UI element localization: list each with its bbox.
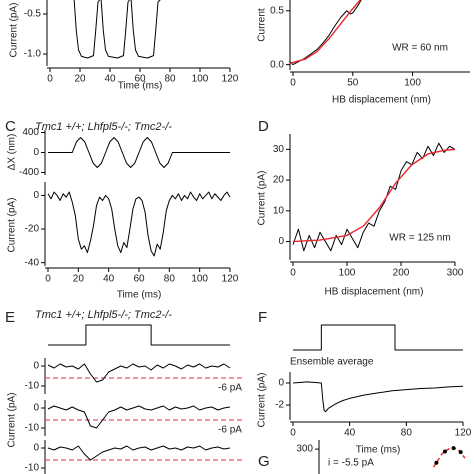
data-point: [442, 449, 447, 454]
y-tick-label: 0: [33, 403, 39, 414]
x-tick-label: 80: [401, 428, 413, 439]
y-tick-label: 300: [296, 444, 313, 455]
trace: [47, 191, 231, 257]
y-tick-label: -400: [19, 167, 39, 178]
trace: [47, 363, 231, 383]
trace: [292, 148, 456, 243]
trace: [292, 381, 464, 413]
y-tick-label: 10: [273, 205, 285, 216]
y-axis-label: Current (pA): [7, 392, 18, 447]
annotation: WR = 125 nm: [389, 233, 450, 244]
x-tick-label: 40: [104, 74, 116, 85]
y-tick-label: 0: [33, 190, 39, 201]
y-axis-label: Current (pA): [257, 170, 268, 225]
panel-label: D: [258, 118, 269, 135]
x-tick-label: 20: [73, 274, 85, 285]
panel-title: Tmc1 +/+; Lhfpl5-/-; Tmc2-/-: [35, 121, 172, 133]
y-tick-label: 0: [33, 443, 39, 454]
x-tick-label: 40: [344, 428, 356, 439]
y-axis-label: Current (pA): [7, 197, 18, 252]
x-tick-label: 120: [455, 428, 472, 439]
x-tick-label: 100: [191, 274, 208, 285]
data-point: [451, 446, 456, 451]
x-tick-label: 80: [164, 274, 176, 285]
x-tick-label: 40: [103, 274, 115, 285]
panel-label: C: [5, 118, 16, 135]
trace: [47, 405, 231, 429]
x-tick-label: 0: [47, 74, 53, 85]
y-tick-label: -10: [25, 381, 40, 392]
x-axis-label: HB displacement (nm): [325, 287, 424, 298]
y-tick-label: -20: [25, 224, 40, 235]
y-tick-label: 0: [33, 361, 39, 372]
x-axis-label: HB displacement (nm): [332, 95, 431, 106]
y-tick-label: -10: [25, 423, 40, 434]
trace: [292, 142, 456, 252]
y-tick-label: 0: [33, 147, 39, 158]
x-axis-label: Time (ms): [356, 445, 401, 456]
x-tick-label: 300: [447, 268, 464, 279]
trace: [48, 324, 230, 346]
x-tick-label: 0: [290, 428, 296, 439]
x-tick-label: 0: [290, 268, 296, 279]
x-tick-label: 100: [404, 78, 421, 89]
panel-label: G: [258, 453, 270, 470]
x-tick-label: 200: [393, 268, 410, 279]
y-tick-label: -1.0: [24, 49, 42, 60]
x-tick-label: 0: [45, 274, 51, 285]
x-tick-label: 60: [134, 74, 146, 85]
annotation: WR = 60 nm: [392, 43, 448, 54]
annotation: i = -5.5 pA: [328, 458, 374, 469]
x-tick-label: 100: [192, 74, 209, 85]
x-tick-label: 120: [222, 274, 239, 285]
trace: [289, 0, 362, 65]
y-axis-label: ΔX (nm): [7, 134, 18, 171]
y-tick-label: 400: [22, 127, 39, 138]
x-tick-label: 60: [133, 274, 145, 285]
y-tick-label: 0.0: [270, 59, 284, 70]
x-tick-label: 80: [164, 74, 176, 85]
x-tick-label: 100: [339, 268, 356, 279]
y-tick-label: 30: [273, 144, 285, 155]
y-tick-label: 0: [278, 378, 284, 389]
x-tick-label: 50: [347, 78, 359, 89]
data-point: [458, 450, 463, 455]
trace: [48, 137, 230, 168]
trace: [47, 445, 231, 461]
y-tick-label: 0.5: [270, 5, 284, 16]
y-tick-label: -10: [25, 463, 40, 474]
y-tick-label: 20: [273, 175, 285, 186]
x-tick-label: 20: [74, 74, 86, 85]
y-axis-label: Current: [257, 8, 268, 42]
y-tick-label: -0.5: [24, 9, 42, 20]
annotation: Ensemble average: [290, 357, 374, 368]
panel-title: Tmc1 +/+; Lhfpl5-/-; Tmc2-/-: [35, 309, 172, 321]
panel-label: E: [5, 309, 15, 326]
x-tick-label: 120: [222, 74, 239, 85]
reference-label: -6 pA: [218, 383, 242, 394]
data-point: [434, 460, 439, 465]
trace: [73, 0, 161, 59]
x-axis-label: Time (ms): [117, 290, 162, 301]
reference-label: -6 pA: [218, 425, 242, 436]
y-tick-label: -40: [25, 257, 40, 268]
y-axis-label: Current (pA): [257, 372, 268, 427]
x-tick-label: 0: [290, 78, 296, 89]
trace: [293, 324, 463, 351]
x-axis-label: Time (ms): [118, 81, 163, 92]
panel-label: F: [258, 309, 267, 326]
y-axis-label: Current (pA): [9, 2, 20, 57]
trace: [289, 0, 362, 66]
y-tick-label: -2: [275, 400, 284, 411]
y-tick-label: 0: [278, 236, 284, 247]
